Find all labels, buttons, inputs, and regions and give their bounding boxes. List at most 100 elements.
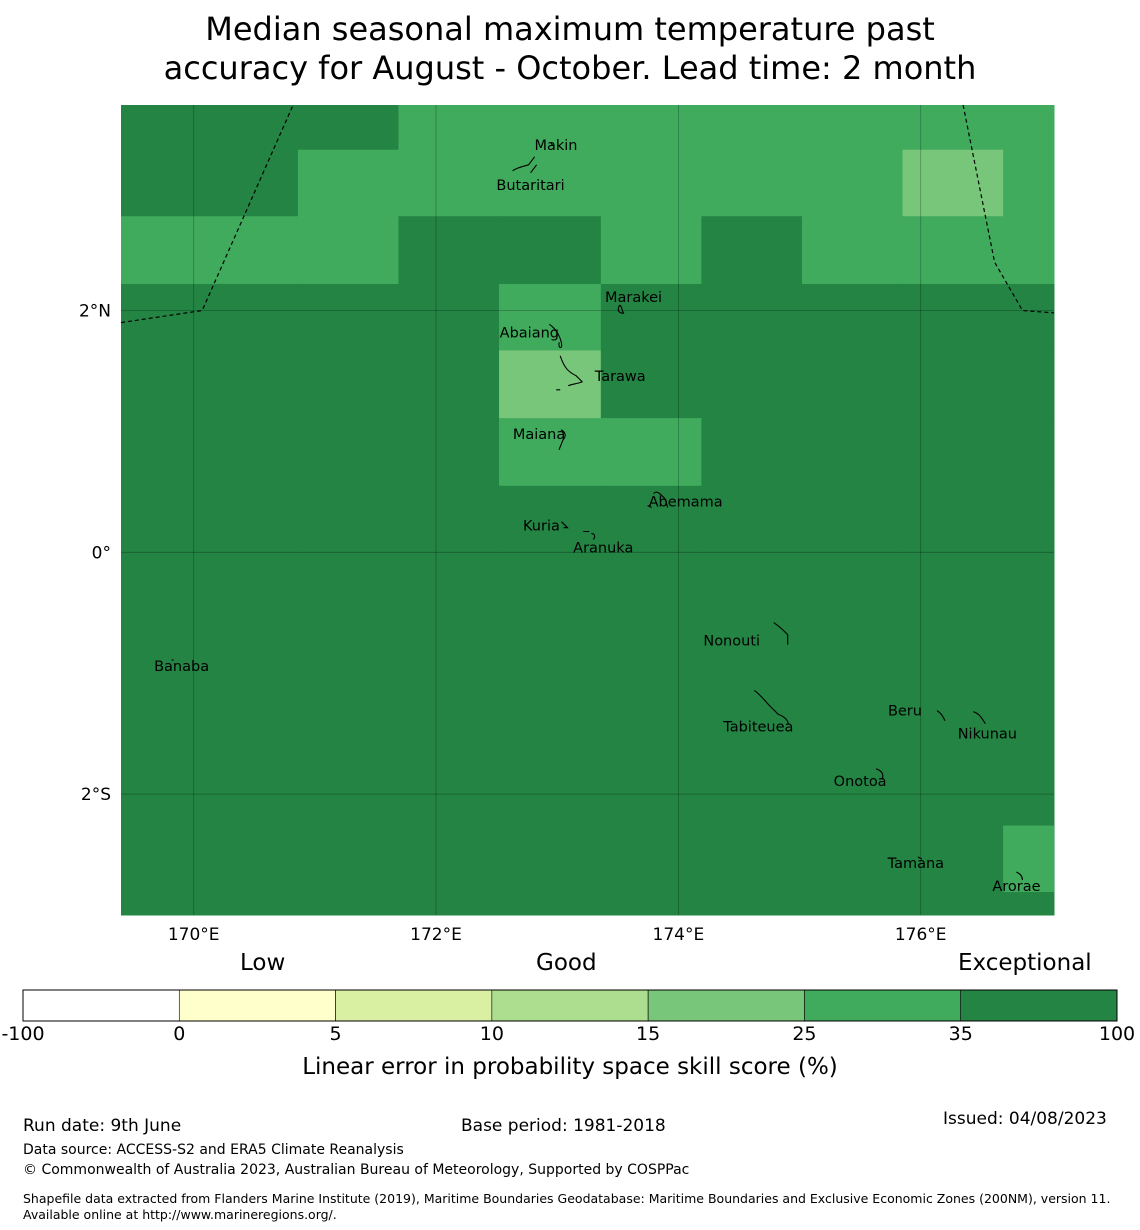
grid-cell <box>902 283 1004 351</box>
grid-cell <box>902 485 1004 916</box>
grid-cell <box>600 149 702 217</box>
island-outline <box>973 711 986 725</box>
issued-date: Issued: 04/08/2023 <box>943 1109 1107 1129</box>
grid-cell <box>600 105 702 151</box>
grid-cell <box>701 216 803 285</box>
island-label: Marakei <box>605 290 662 306</box>
grid-cell <box>902 105 1004 151</box>
lat-tick-label: 0° <box>92 543 111 563</box>
grid-cell <box>1003 149 1055 217</box>
colorbar-tick-label: 5 <box>329 1023 342 1045</box>
grid-cell <box>801 216 904 285</box>
colorbar-label-exceptional: Exceptional <box>958 950 1092 976</box>
grid-cell <box>1003 216 1055 285</box>
colorbar-tick-label: 35 <box>948 1023 973 1045</box>
lon-tick-label: 174°E <box>653 925 705 945</box>
island-outline <box>773 622 789 645</box>
grid-cell <box>902 216 1004 285</box>
island-outline <box>917 856 923 860</box>
run-date: Run date: 9th June <box>23 1116 182 1136</box>
grid-cell <box>701 149 803 217</box>
island-banaba: Banaba <box>154 659 209 675</box>
island-outline <box>875 768 884 780</box>
graticule <box>121 105 1054 915</box>
grid-cell <box>1003 105 1055 151</box>
colorbar-tick-label: 0 <box>173 1023 186 1045</box>
grid-cell <box>499 418 602 487</box>
grid-cell <box>600 418 702 487</box>
grid-cell <box>902 350 1004 419</box>
colorbar-tick-label: 10 <box>479 1023 504 1045</box>
grid-cell <box>801 105 904 151</box>
island-abaiang: Abaiang <box>500 323 563 349</box>
colorbar <box>22 989 1118 1022</box>
axis-labels: 170°E 172°E 174°E 176°E 2°N 0° 2°S <box>79 302 947 945</box>
island-tamana: Tamana <box>887 856 944 872</box>
island-outline <box>936 710 946 721</box>
colorbar-segment <box>335 989 493 1022</box>
island-outline <box>753 689 789 725</box>
colorbar-label-good: Good <box>536 950 597 976</box>
grid-cell <box>121 105 299 151</box>
grid-cell <box>297 283 399 351</box>
grid-cell <box>801 283 904 351</box>
island-nikunau: Nikunau <box>958 711 1017 743</box>
grid-cell <box>701 105 803 151</box>
island-label: Makin <box>534 138 577 154</box>
eez-boundary-line <box>962 104 1055 314</box>
island-label: Abaiang <box>500 325 559 341</box>
grid-cell <box>398 216 500 285</box>
colorbar-label-low: Low <box>240 950 286 976</box>
island-outline <box>583 530 596 540</box>
island-label: Aranuka <box>573 540 633 556</box>
island-label: Banaba <box>154 659 209 675</box>
island-label: Abemama <box>649 495 723 511</box>
island-label: Kuria <box>523 519 560 535</box>
colorbar-segment <box>491 989 649 1022</box>
island-outline <box>561 521 569 529</box>
title-line-2: accuracy for August - October. Lead time… <box>163 49 977 87</box>
island-label: Onotoa <box>834 774 887 790</box>
lon-tick-label: 170°E <box>168 925 220 945</box>
grid-cell <box>801 350 904 419</box>
grid-cell <box>1003 418 1055 487</box>
island-kuria: Kuria <box>523 519 569 535</box>
grid-cell <box>600 216 702 285</box>
grid-cell <box>499 350 602 419</box>
island-outline <box>556 355 584 391</box>
grid-cell <box>600 350 702 419</box>
colorbar-tick-label: -100 <box>1 1023 45 1045</box>
island-outline <box>647 491 669 508</box>
island-label: Tarawa <box>594 369 646 385</box>
colorbar-segment <box>804 989 962 1022</box>
skill-grid <box>121 105 1055 916</box>
island-nonouti: Nonouti <box>703 622 789 650</box>
grid-cell <box>701 350 803 419</box>
grid-cell <box>902 149 1004 217</box>
island-abemama: Abemama <box>647 491 723 511</box>
grid-cell <box>398 149 500 217</box>
island-outline <box>558 429 566 451</box>
grid-cell <box>1003 350 1055 419</box>
grid-cell <box>121 418 299 487</box>
grid-cell <box>398 105 500 151</box>
island-label: Butaritari <box>496 178 564 194</box>
island-tarawa: Tarawa <box>556 355 646 391</box>
lon-tick-label: 176°E <box>895 925 947 945</box>
grid-cell <box>297 216 399 285</box>
grid-cell <box>701 418 803 487</box>
island-label: Tabiteuea <box>722 719 793 735</box>
grid-cell <box>398 283 500 351</box>
island-label: Arorae <box>992 879 1040 895</box>
island-label: Tamana <box>887 856 944 872</box>
island-label: Beru <box>888 704 922 720</box>
colorbar-segment <box>22 989 180 1022</box>
grid-cell <box>121 350 299 419</box>
islands-layer: Makin Butaritari Marakei Abaiang Tarawa Maian… <box>154 138 1041 895</box>
colorbar-segment <box>647 989 805 1022</box>
grid-cell <box>297 149 399 217</box>
colorbar-tick-label: 100 <box>1098 1023 1136 1045</box>
grid-cell <box>801 418 904 487</box>
island-makin: Makin <box>534 138 577 154</box>
